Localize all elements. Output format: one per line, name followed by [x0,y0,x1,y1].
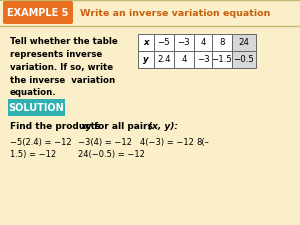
FancyBboxPatch shape [3,1,73,24]
Text: 2.4: 2.4 [157,55,171,64]
Text: −5: −5 [158,38,170,47]
Text: −0.5: −0.5 [234,55,254,64]
Text: EXAMPLE 5: EXAMPLE 5 [7,8,69,18]
Text: −1.5: −1.5 [212,55,233,64]
Text: 1.5) = −12: 1.5) = −12 [10,150,56,159]
Text: 4: 4 [181,55,187,64]
Bar [212,51,232,68]
Text: −3: −3 [178,38,190,47]
Bar [138,34,154,51]
Bar [232,34,256,51]
Bar [194,34,212,51]
Text: −3: −3 [196,55,209,64]
Bar [174,51,194,68]
Text: y: y [143,55,149,64]
Text: 8: 8 [219,38,225,47]
Text: 4(−3) = −12: 4(−3) = −12 [140,138,194,147]
Bar [174,34,194,51]
Text: SOLUTION: SOLUTION [8,103,64,113]
Bar [212,34,232,51]
FancyBboxPatch shape [8,99,65,116]
Text: Find the products: Find the products [10,122,103,131]
Bar [138,51,154,68]
Bar [232,51,256,68]
Bar [0,0,300,26]
Text: −5(2.4) = −12: −5(2.4) = −12 [10,138,72,147]
Text: 24: 24 [238,38,250,47]
Text: for all pairs: for all pairs [91,122,156,131]
Text: 4: 4 [200,38,206,47]
Text: x: x [143,38,149,47]
Text: (x, y):: (x, y): [148,122,178,131]
Text: −3(4) = −12: −3(4) = −12 [78,138,132,147]
Bar [154,34,174,51]
Text: xy: xy [80,122,92,131]
Text: 8(–: 8(– [196,138,209,147]
Bar [154,51,174,68]
Text: 24(−0.5) = −12: 24(−0.5) = −12 [78,150,145,159]
Text: Write an inverse variation equation: Write an inverse variation equation [80,9,270,18]
Text: Tell whether the table
represents inverse
variation. If so, write
the inverse  v: Tell whether the table represents invers… [10,37,118,97]
Bar [194,51,212,68]
